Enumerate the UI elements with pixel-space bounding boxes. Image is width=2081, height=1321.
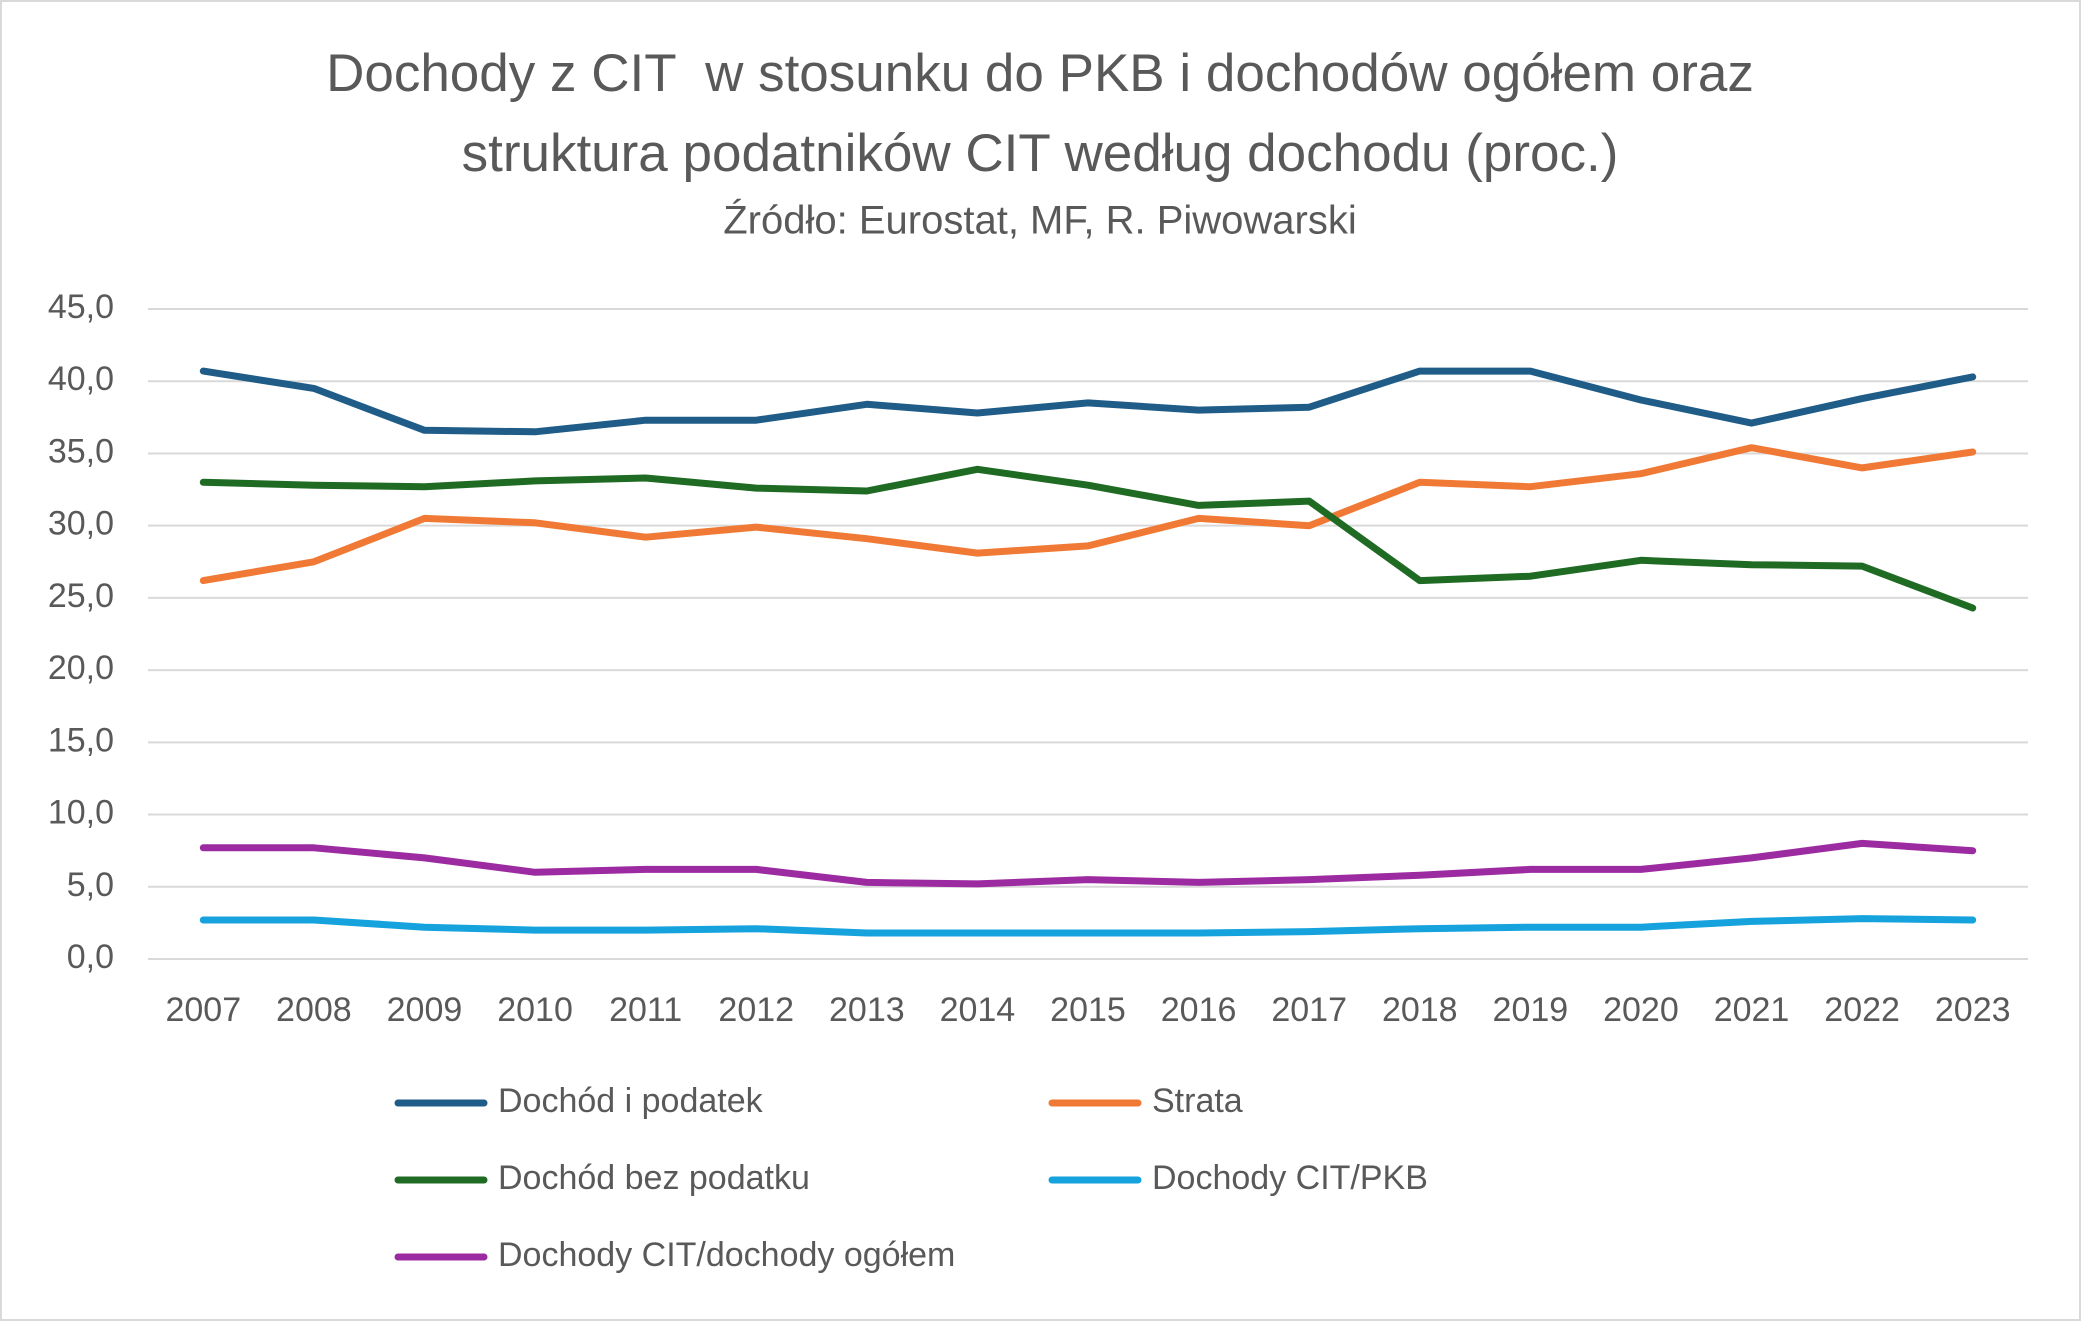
y-tick-label: 5,0 [67, 866, 114, 904]
x-tick-label: 2015 [1050, 991, 1126, 1029]
y-tick-label: 20,0 [48, 649, 114, 687]
series-line [199, 444, 1977, 585]
y-tick-label: 40,0 [48, 360, 114, 398]
x-tick-label: 2008 [276, 991, 352, 1029]
legend-label: Strata [1152, 1082, 1243, 1120]
y-tick-label: 45,0 [48, 288, 114, 326]
x-tick-label: 2018 [1382, 991, 1458, 1029]
x-tick-label: 2010 [497, 991, 573, 1029]
chart-subtitle: Źródło: Eurostat, MF, R. Piwowarski [723, 198, 1357, 243]
x-tick-label: 2019 [1493, 991, 1569, 1029]
legend-label: Dochód bez podatku [498, 1159, 810, 1197]
x-tick-label: 2014 [940, 991, 1016, 1029]
x-tick-label: 2016 [1161, 991, 1237, 1029]
series-line [199, 465, 1977, 612]
x-tick-label: 2013 [829, 991, 905, 1029]
x-tick-label: 2022 [1824, 991, 1900, 1029]
series-line [199, 839, 1977, 888]
chart-title: struktura podatników CIT według dochodu … [462, 124, 1619, 183]
y-tick-label: 30,0 [48, 505, 114, 543]
series-line [199, 915, 1977, 937]
y-tick-label: 10,0 [48, 794, 114, 832]
y-tick-label: 0,0 [67, 938, 114, 976]
x-tick-label: 2012 [718, 991, 794, 1029]
y-tick-label: 25,0 [48, 577, 114, 615]
x-tick-label: 2021 [1714, 991, 1790, 1029]
x-tick-label: 2009 [387, 991, 463, 1029]
series-line [199, 367, 1977, 436]
chart-title: Dochody z CIT w stosunku do PKB i dochod… [326, 44, 1754, 103]
y-tick-label: 35,0 [48, 432, 114, 470]
y-tick-label: 15,0 [48, 721, 114, 759]
legend-label: Dochody CIT/dochody ogółem [498, 1236, 955, 1274]
x-tick-label: 2017 [1271, 991, 1347, 1029]
x-tick-label: 2007 [165, 991, 241, 1029]
legend-label: Dochody CIT/PKB [1152, 1159, 1428, 1197]
x-tick-label: 2011 [609, 991, 682, 1029]
x-tick-label: 2023 [1935, 991, 2011, 1029]
legend-label: Dochód i podatek [498, 1082, 764, 1120]
x-tick-label: 2020 [1603, 991, 1679, 1029]
